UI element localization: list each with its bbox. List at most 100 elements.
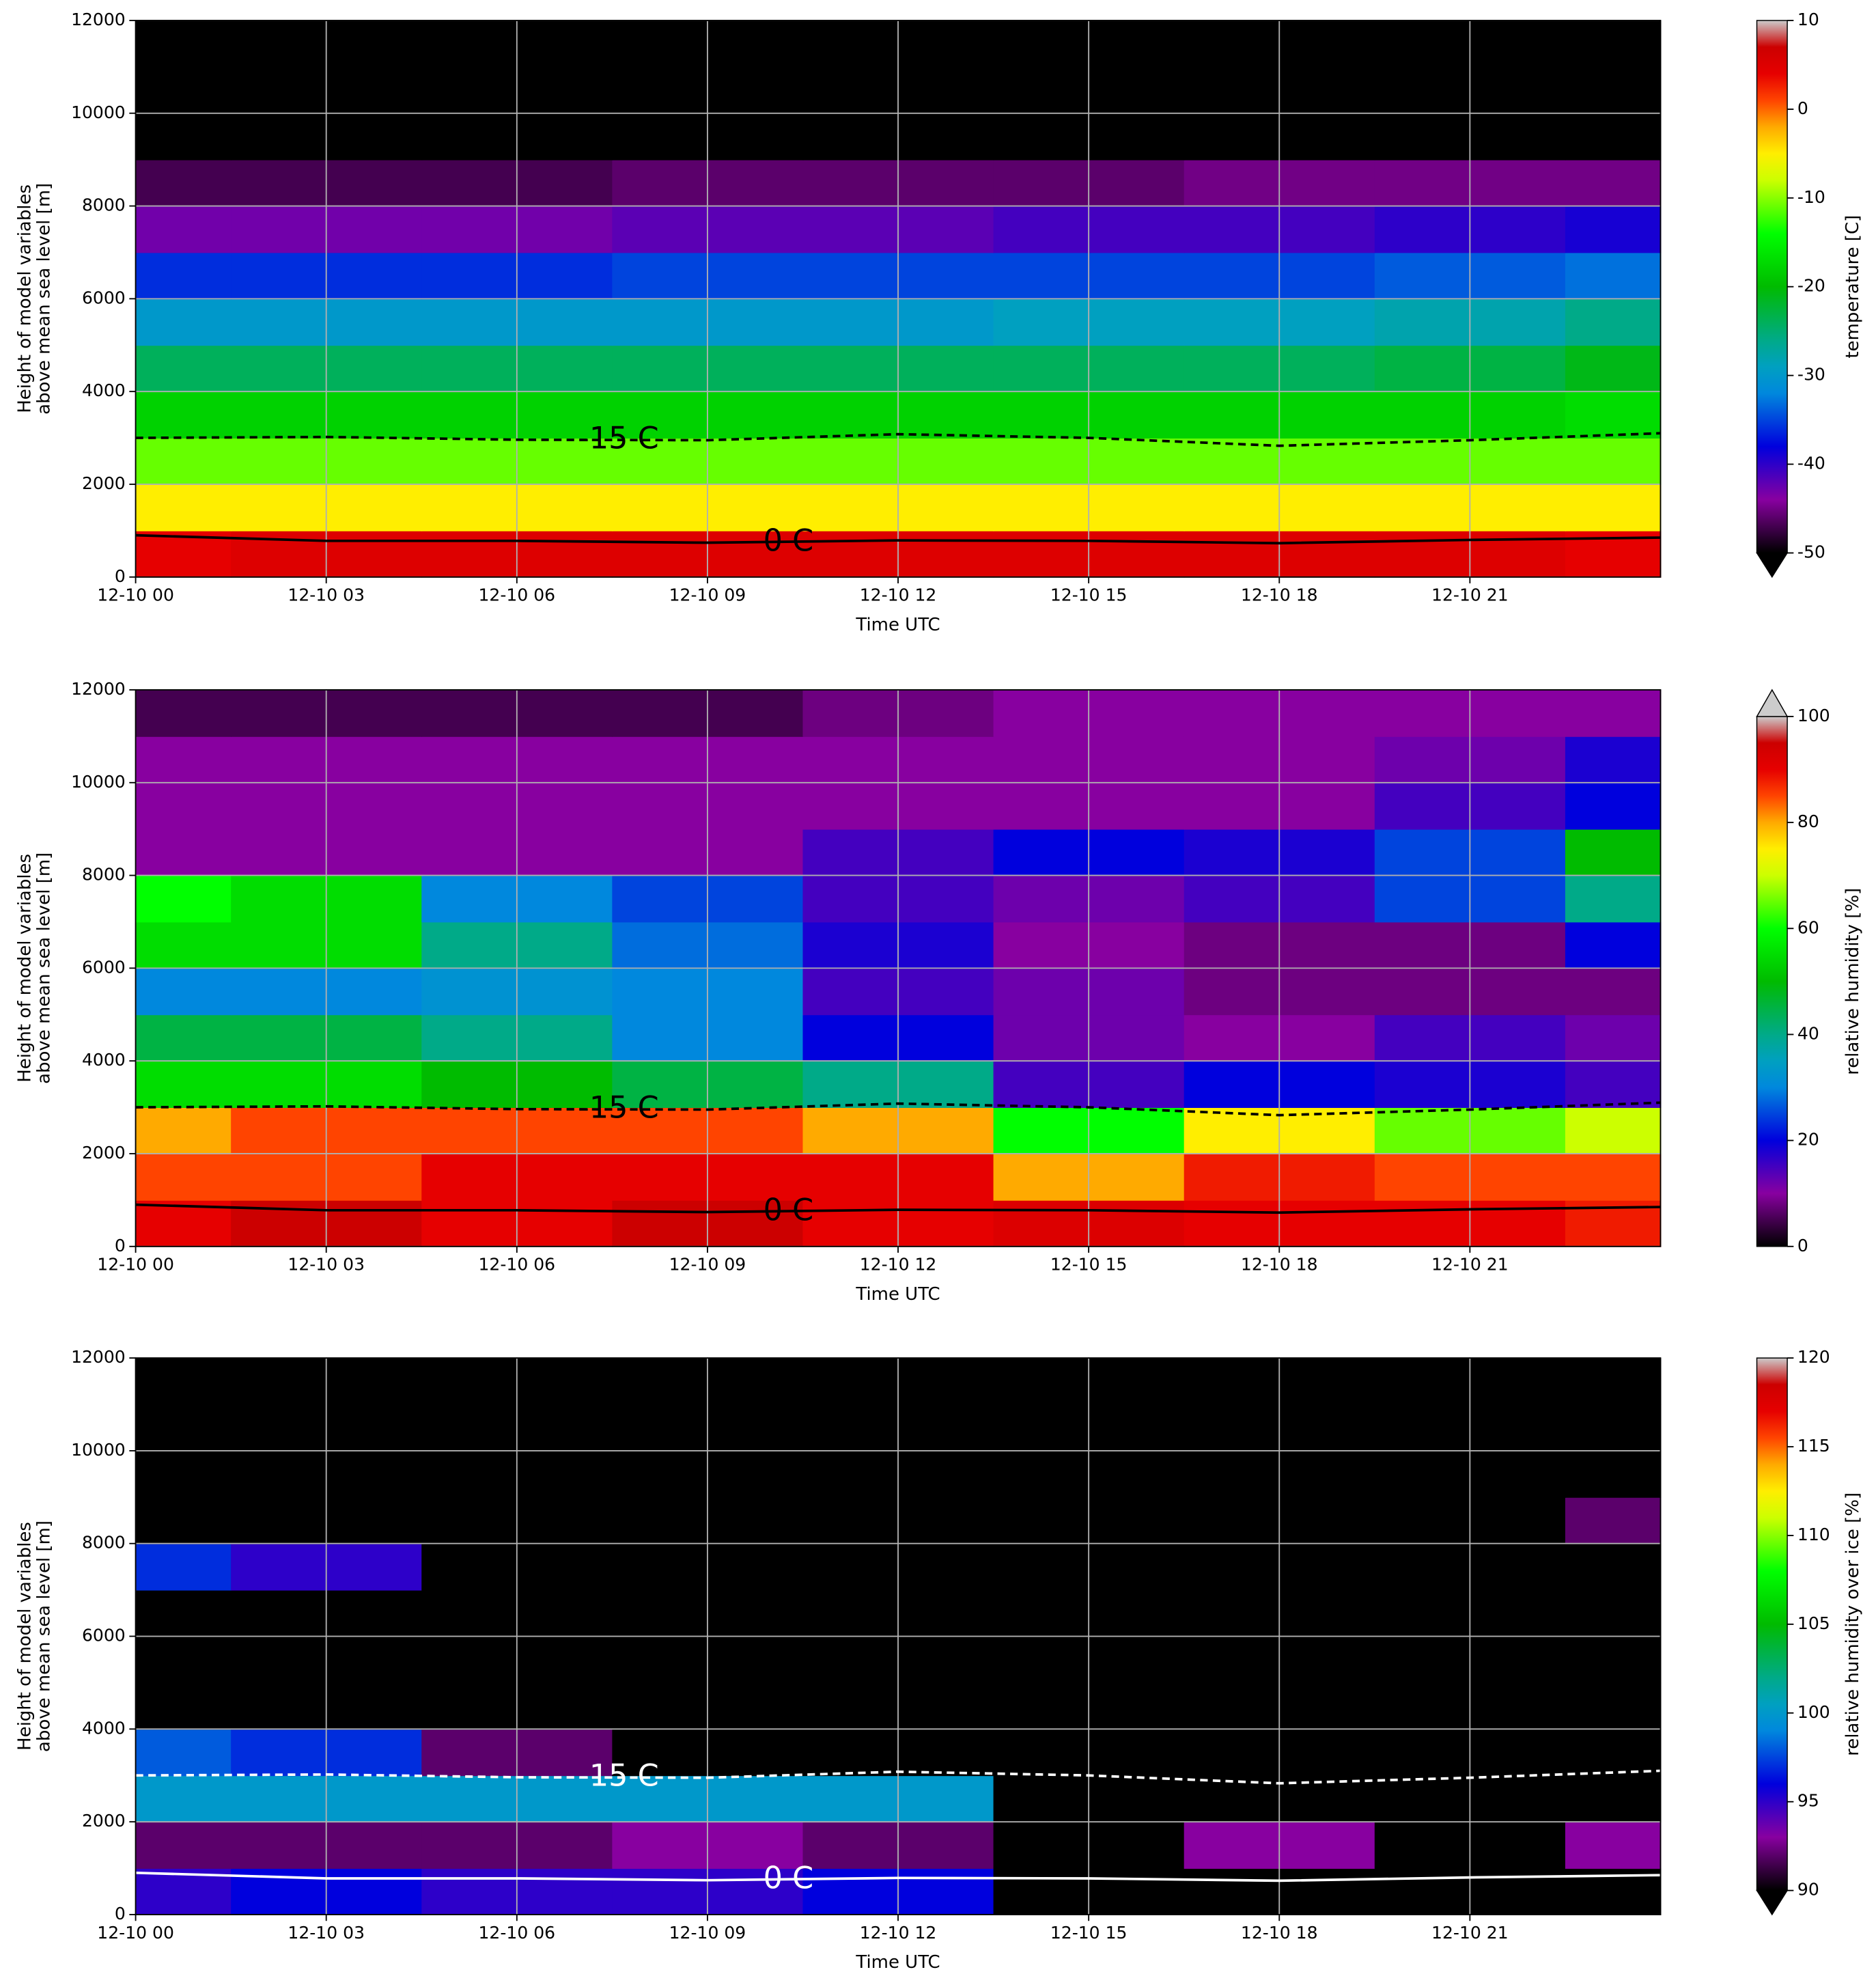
heatmap-cell <box>135 298 232 346</box>
heatmap-cell <box>1565 1497 1662 1544</box>
y-tick-label: 6000 <box>82 957 126 977</box>
heatmap-cell <box>1565 1822 1662 1869</box>
plot-frame <box>135 689 1662 1247</box>
contour-label: -15 C <box>578 1758 659 1794</box>
heatmap-cell <box>1565 1153 1662 1201</box>
colorbar-tick-label: 120 <box>1797 1347 1830 1367</box>
colorbar-tick-label: 95 <box>1797 1791 1819 1811</box>
heatmap-cell <box>1565 921 1662 969</box>
colorbar-tick-label: 60 <box>1797 917 1819 937</box>
heatmap-cell <box>135 921 232 969</box>
y-axis-label: above mean sea level [m] <box>33 183 54 415</box>
y-axis-label: Height of model variables <box>15 854 36 1083</box>
heatmap-cell <box>135 1358 232 1405</box>
heatmap-cell <box>135 1729 232 1777</box>
colorbar-extend <box>1756 1889 1789 1916</box>
heatmap-cell <box>135 1450 232 1498</box>
contour-label: 0 C <box>764 1861 814 1896</box>
x-tick-label: 12-10 15 <box>1050 1255 1128 1275</box>
contour-line <box>135 1203 1661 1214</box>
colorbar-tick-label: -20 <box>1797 276 1825 296</box>
heatmap-cell <box>135 968 232 1016</box>
heatmap-cell <box>135 66 232 114</box>
colorbar-label: temperature [C] <box>1843 215 1863 359</box>
panel: 12-10 00 12-10 03 12-10 06 12-10 09 12-10 12… <box>15 10 1863 635</box>
y-tick-label: 0 <box>115 1236 126 1255</box>
heatmap-cell <box>135 438 232 485</box>
panel: 12-10 00 12-10 03 12-10 06 12-10 09 12-10 12… <box>15 1347 1863 1973</box>
x-tick-label: 12-10 18 <box>1241 1255 1318 1275</box>
colorbar-tick-label: 90 <box>1797 1880 1819 1900</box>
plot-frame <box>135 1357 1662 1915</box>
colorbar-tick-label: 40 <box>1797 1023 1819 1043</box>
colorbar-tick-label: 100 <box>1797 706 1830 725</box>
x-tick-label: 12-10 06 <box>479 1923 556 1943</box>
x-tick-label: 12-10 15 <box>1050 585 1128 605</box>
x-tick-label: 12-10 12 <box>860 585 937 605</box>
heatmap-cell <box>1565 782 1662 830</box>
y-tick-label: 12000 <box>71 10 126 29</box>
y-tick-label: 12000 <box>71 1347 126 1367</box>
x-axis-label: Time UTC <box>855 1284 940 1305</box>
heatmap-cell <box>1565 1589 1662 1637</box>
heatmap-cell <box>1565 736 1662 783</box>
heatmap-cell <box>1565 1061 1662 1109</box>
colorbar-label: relative humidity over ice [%] <box>1843 1492 1863 1756</box>
heatmap-cell <box>135 1061 232 1109</box>
x-tick-label: 12-10 06 <box>479 1255 556 1275</box>
panel: 12-10 00 12-10 03 12-10 06 12-10 09 12-10 12… <box>15 679 1863 1305</box>
colorbar-tick-label: 105 <box>1797 1613 1830 1633</box>
heatmap-cell <box>1565 206 1662 253</box>
x-tick-label: 12-10 18 <box>1241 585 1318 605</box>
colorbar <box>1756 1357 1788 1891</box>
contour-line <box>135 1871 1661 1882</box>
heatmap-cell <box>135 875 232 923</box>
heatmap-cell <box>1565 968 1662 1016</box>
x-tick-label: 12-10 18 <box>1241 1923 1318 1943</box>
y-axis-label: above mean sea level [m] <box>33 852 54 1084</box>
heatmap-cell <box>1565 113 1662 161</box>
colorbar-extend <box>1756 689 1789 717</box>
colorbar-tick-label: 20 <box>1797 1130 1819 1150</box>
x-tick-label: 12-10 00 <box>97 585 174 605</box>
heatmap-cell <box>135 829 232 876</box>
colorbar-tick-label: 110 <box>1797 1525 1830 1544</box>
colorbar-tick-label: 0 <box>1797 1236 1808 1255</box>
heatmap-cell <box>135 159 232 207</box>
y-tick-label: 0 <box>115 566 126 586</box>
heatmap-cell <box>1565 1543 1662 1591</box>
heatmap-cell <box>135 1497 232 1544</box>
heatmap-cell <box>1565 484 1662 531</box>
x-tick-label: 12-10 03 <box>288 1923 365 1943</box>
y-tick-label: 2000 <box>82 1143 126 1163</box>
heatmap-cell <box>1565 1775 1662 1823</box>
colorbar-tick-label: -10 <box>1797 187 1825 207</box>
x-tick-label: 12-10 09 <box>669 1923 746 1943</box>
y-tick-label: 6000 <box>82 288 126 307</box>
y-tick-label: 0 <box>115 1904 126 1923</box>
colorbar-tick-label: 0 <box>1797 98 1808 118</box>
heatmap-cell <box>1565 1729 1662 1777</box>
heatmap-cell <box>135 782 232 830</box>
colorbar-tick-label: 100 <box>1797 1702 1830 1722</box>
y-tick-label: 2000 <box>82 1811 126 1831</box>
heatmap-cell <box>1565 159 1662 207</box>
y-axis-label: Height of model variables <box>15 1522 36 1751</box>
y-tick-label: 10000 <box>71 772 126 792</box>
colorbar <box>1756 716 1788 1247</box>
y-tick-label: 10000 <box>71 1440 126 1460</box>
heatmap-cell <box>1565 1682 1662 1730</box>
colorbar-tick-label: 10 <box>1797 10 1819 29</box>
x-tick-label: 12-10 09 <box>669 1255 746 1275</box>
y-tick-label: 6000 <box>82 1626 126 1645</box>
heatmap-cell <box>135 1153 232 1201</box>
x-tick-label: 12-10 03 <box>288 1255 365 1275</box>
heatmap-cell <box>1565 1107 1662 1154</box>
heatmap-cell <box>1565 66 1662 114</box>
x-axis-label: Time UTC <box>855 1952 940 1973</box>
heatmap-cell <box>1565 689 1662 737</box>
heatmap-cell <box>135 252 232 300</box>
y-tick-label: 4000 <box>82 1050 126 1070</box>
colorbar-tick-label: 115 <box>1797 1436 1830 1456</box>
x-tick-label: 12-10 12 <box>860 1923 937 1943</box>
